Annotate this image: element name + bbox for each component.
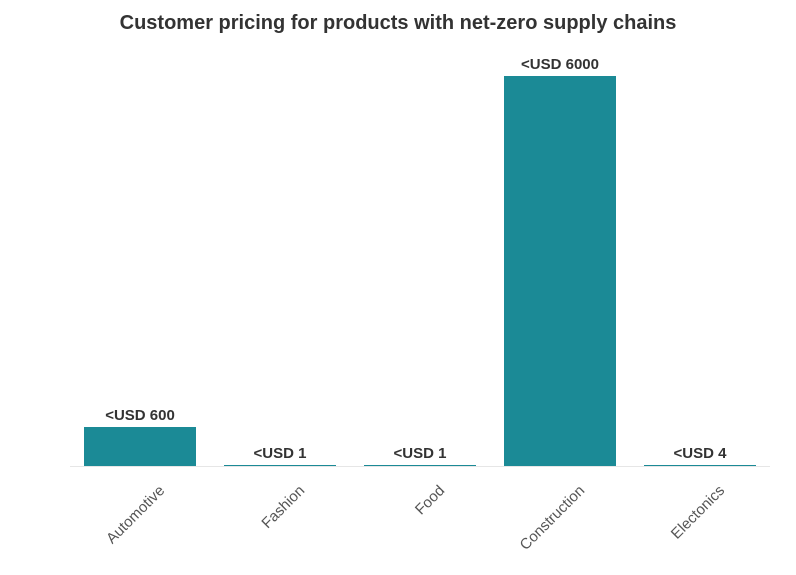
x-tick-label-automotive: Automotive xyxy=(103,482,168,547)
chart-title: Customer pricing for products with net-z… xyxy=(119,12,677,34)
bar-fashion xyxy=(224,465,336,466)
data-label-electonics: <USD 4 xyxy=(674,445,728,462)
data-label-fashion: <USD 1 xyxy=(254,445,307,462)
bar-food xyxy=(364,465,476,466)
x-tick-label-fashion: Fashion xyxy=(258,482,308,532)
bar-electonics xyxy=(644,465,756,466)
x-tick-label-electonics: Electonics xyxy=(668,482,728,542)
data-label-automotive: <USD 600 xyxy=(105,407,175,424)
data-label-construction: <USD 6000 xyxy=(521,56,599,73)
x-tick-label-construction: Construction xyxy=(517,482,589,554)
x-tick-label-food: Food xyxy=(412,482,448,518)
data-label-food: <USD 1 xyxy=(394,445,447,462)
bar-construction xyxy=(504,76,616,466)
bar-automotive xyxy=(84,427,196,466)
